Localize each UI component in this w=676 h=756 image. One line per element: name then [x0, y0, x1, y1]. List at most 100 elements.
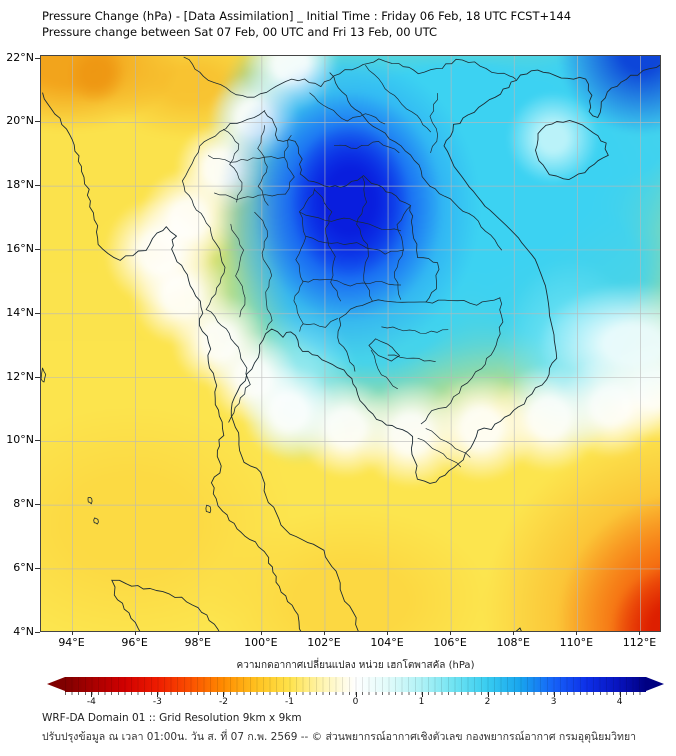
footer-update-info: ปรับปรุงข้อมูล ณ เวลา 01:00น. วัน ส. ที่… [42, 731, 637, 743]
colorbar-tick-label: -2 [218, 697, 228, 707]
lon-tick-label: 104°E [370, 636, 404, 649]
map-boundary-path [370, 349, 398, 390]
lat-tick-label: 6°N [13, 560, 34, 574]
lon-tick-label: 98°E [184, 636, 211, 649]
lon-tick-label: 102°E [307, 636, 341, 649]
lon-tick-mark [387, 631, 389, 635]
lat-tick-mark [35, 57, 40, 59]
colorbar-major-tick [157, 692, 159, 697]
lat-tick-label: 12°N [6, 369, 34, 383]
map-boundary-path [302, 318, 338, 328]
lon-tick-label: 96°E [121, 636, 148, 649]
colorbar-tick-label: 0 [352, 697, 359, 707]
map-overlay [41, 56, 660, 631]
map-boundary-path [425, 428, 471, 458]
map-boundary-path [257, 125, 269, 206]
map-boundary-path [305, 236, 405, 255]
lon-tick-mark [513, 631, 515, 635]
lat-tick-mark [35, 631, 40, 633]
lat-tick-label: 22°N [6, 50, 34, 64]
lat-tick-label: 10°N [6, 433, 34, 447]
colorbar-major-tick [223, 692, 225, 697]
map-boundary-path [283, 135, 295, 195]
footer-domain-info: WRF-DA Domain 01 :: Grid Resolution 9km … [42, 712, 302, 724]
lon-tick-mark [576, 631, 578, 635]
map-boundary-path [420, 297, 504, 425]
map-boundary-path [393, 205, 412, 300]
map-boundary-path [381, 326, 449, 334]
map-boundary-path [230, 64, 660, 631]
map-boundary-path [293, 188, 315, 332]
colorbar-tick-label: 4 [616, 697, 623, 707]
colorbar-major-tick [91, 692, 93, 697]
lat-tick-label: 8°N [13, 497, 34, 511]
lat-tick-mark [35, 504, 40, 506]
lon-tick-label: 112°E [622, 636, 657, 649]
map-boundary-path [207, 155, 285, 163]
colorbar-left-arrow [47, 677, 65, 691]
lon-tick-label: 100°E [244, 636, 278, 649]
lat-tick-label: 14°N [6, 305, 34, 319]
colorbar-right-arrow [646, 677, 664, 691]
lon-tick-mark [71, 631, 73, 635]
map-boundary-path [214, 192, 286, 201]
lon-tick-label: 110°E [559, 636, 594, 649]
map-boundary-path [515, 627, 522, 631]
pressure-change-map [40, 55, 661, 632]
map-boundary-path [111, 579, 141, 631]
lon-tick-label: 94°E [58, 636, 85, 649]
colorbar: -4 -3 -2 -1 0 1 2 3 4 [47, 677, 664, 711]
map-boundary-path [87, 497, 93, 505]
lat-tick-mark [35, 312, 40, 314]
map-subtitle: Pressure change between Sat 07 Feb, 00 U… [42, 25, 438, 39]
map-boundary-path [41, 367, 47, 383]
map-boundary-path [93, 517, 99, 525]
map-boundary-path [222, 129, 243, 203]
colorbar-tick-label: 2 [484, 697, 491, 707]
pressure-field-shading [41, 56, 660, 631]
lat-tick-mark [35, 248, 40, 250]
lon-tick-mark [260, 631, 262, 635]
lon-tick-mark [197, 631, 199, 635]
grid-lines [41, 56, 660, 631]
map-boundary-path [254, 211, 273, 331]
colorbar-tick-label: 3 [550, 697, 557, 707]
map-boundary-path [42, 92, 302, 631]
map-boundary-path [387, 354, 436, 362]
colorbar-major-tick [553, 692, 555, 697]
lat-tick-label: 18°N [6, 178, 34, 192]
colorbar-tick-label: -3 [152, 697, 162, 707]
colorbar-gradient [65, 677, 646, 692]
map-boundary-path [182, 110, 266, 423]
map-boundary-path [264, 111, 440, 372]
lat-tick-mark [35, 185, 40, 187]
colorbar-major-tick [487, 692, 489, 697]
map-boundary-path [425, 297, 501, 306]
map-boundary-path [309, 92, 386, 125]
map-boundary-path [365, 64, 431, 133]
colorbar-tick-label: -4 [86, 697, 96, 707]
map-title: Pressure Change (hPa) - [Data Assimilati… [42, 9, 572, 23]
title-block: Pressure Change (hPa) - [Data Assimilati… [42, 8, 571, 40]
map-boundary-path [356, 176, 373, 302]
colorbar-major-tick [421, 692, 423, 697]
colorbar-title: ความกดอากาศเปลี่ยนแปลง หน่วย เฮกโตพาสคัล… [236, 660, 475, 671]
map-boundary-path [230, 223, 246, 318]
lon-tick-mark [450, 631, 452, 635]
colorbar-tick-label: 1 [418, 697, 425, 707]
lon-tick-label: 108°E [496, 636, 530, 649]
lon-tick-mark [323, 631, 325, 635]
map-boundary-path [329, 72, 502, 251]
map-boundary-path [111, 579, 220, 631]
lon-tick-mark [134, 631, 136, 635]
map-boundary-path [417, 437, 461, 468]
colorbar-major-tick [619, 692, 621, 697]
map-boundary-path [429, 92, 438, 154]
lat-tick-label: 20°N [6, 114, 34, 128]
colorbar-tick-label: -1 [284, 697, 294, 707]
map-boundary-path [205, 504, 212, 514]
map-boundary-path [314, 189, 342, 302]
map-boundary-path [302, 278, 402, 287]
lat-tick-label: 16°N [6, 241, 34, 255]
